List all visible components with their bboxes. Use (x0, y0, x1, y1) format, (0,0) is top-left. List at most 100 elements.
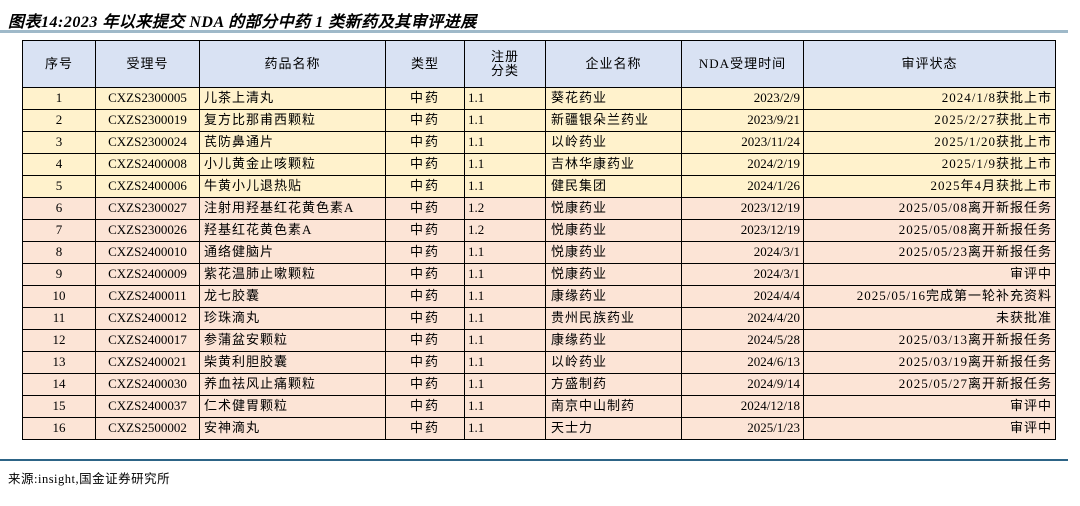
cell-reg: 1.1 (464, 87, 546, 110)
cell-seq: 15 (22, 395, 96, 418)
cell-status: 2024/1/8获批上市 (803, 87, 1056, 110)
cell-date: 2023/12/19 (681, 219, 804, 242)
cell-reg: 1.1 (464, 109, 546, 132)
cell-status: 2025/03/13离开新报任务 (803, 329, 1056, 352)
cell-code: CXZS2300019 (95, 109, 200, 132)
cell-seq: 6 (22, 197, 96, 220)
cell-type: 中药 (385, 197, 465, 220)
cell-reg: 1.1 (464, 285, 546, 308)
page-title: 图表14:2023 年以来提交 NDA 的部分中药 1 类新药及其审评进展 (8, 14, 477, 31)
table-row: 13 CXZS2400021 柴黄利胆胶囊 中药 1.1 以岭药业 2024/6… (22, 351, 1056, 374)
cell-seq: 12 (22, 329, 96, 352)
cell-name: 龙七胶囊 (199, 285, 386, 308)
col-header-name: 药品名称 (199, 40, 386, 88)
cell-seq: 4 (22, 153, 96, 176)
col-header-type: 类型 (385, 40, 465, 88)
cell-reg: 1.2 (464, 219, 546, 242)
table-row: 11 CXZS2400012 珍珠滴丸 中药 1.1 贵州民族药业 2024/4… (22, 307, 1056, 330)
table-row: 16 CXZS2500002 安神滴丸 中药 1.1 天士力 2025/1/23… (22, 417, 1056, 440)
col-header-code: 受理号 (95, 40, 200, 88)
cell-status: 审评中 (803, 263, 1056, 286)
cell-seq: 8 (22, 241, 96, 264)
cell-status: 2025/1/9获批上市 (803, 153, 1056, 176)
cell-reg: 1.1 (464, 307, 546, 330)
cell-status: 2025/05/27离开新报任务 (803, 373, 1056, 396)
cell-date: 2024/5/28 (681, 329, 804, 352)
cell-status: 2025/05/16完成第一轮补充资料 (803, 285, 1056, 308)
cell-reg: 1.1 (464, 131, 546, 154)
col-header-reg: 注册 分类 (464, 40, 546, 88)
cell-company: 健民集团 (545, 175, 682, 198)
cell-status: 审评中 (803, 417, 1056, 440)
cell-name: 羟基红花黄色素A (199, 219, 386, 242)
cell-name: 牛黄小儿退热贴 (199, 175, 386, 198)
cell-code: CXZS2400009 (95, 263, 200, 286)
cell-date: 2024/12/18 (681, 395, 804, 418)
cell-name: 安神滴丸 (199, 417, 386, 440)
cell-code: CXZS2300024 (95, 131, 200, 154)
cell-reg: 1.2 (464, 197, 546, 220)
table-row: 1 CXZS2300005 儿茶上清丸 中药 1.1 葵花药业 2023/2/9… (22, 87, 1056, 110)
cell-type: 中药 (385, 131, 465, 154)
cell-company: 新疆银朵兰药业 (545, 109, 682, 132)
cell-code: CXZS2400008 (95, 153, 200, 176)
cell-type: 中药 (385, 395, 465, 418)
cell-type: 中药 (385, 153, 465, 176)
table-row: 6 CXZS2300027 注射用羟基红花黄色素A 中药 1.2 悦康药业 20… (22, 197, 1056, 220)
table-row: 4 CXZS2400008 小儿黄金止咳颗粒 中药 1.1 吉林华康药业 202… (22, 153, 1056, 176)
cell-seq: 11 (22, 307, 96, 330)
cell-seq: 3 (22, 131, 96, 154)
cell-type: 中药 (385, 417, 465, 440)
cell-name: 珍珠滴丸 (199, 307, 386, 330)
cell-type: 中药 (385, 351, 465, 374)
cell-code: CXZS2500002 (95, 417, 200, 440)
cell-type: 中药 (385, 219, 465, 242)
table-row: 5 CXZS2400006 牛黄小儿退热贴 中药 1.1 健民集团 2024/1… (22, 175, 1056, 198)
footer-divider-rule (0, 459, 1068, 461)
cell-code: CXZS2300026 (95, 219, 200, 242)
cell-reg: 1.1 (464, 241, 546, 264)
cell-name: 复方比那甫西颗粒 (199, 109, 386, 132)
cell-type: 中药 (385, 87, 465, 110)
cell-seq: 10 (22, 285, 96, 308)
cell-type: 中药 (385, 263, 465, 286)
cell-code: CXZS2400037 (95, 395, 200, 418)
table-row: 9 CXZS2400009 紫花温肺止嗽颗粒 中药 1.1 悦康药业 2024/… (22, 263, 1056, 286)
cell-date: 2024/3/1 (681, 241, 804, 264)
cell-status: 2025/05/08离开新报任务 (803, 219, 1056, 242)
cell-seq: 16 (22, 417, 96, 440)
table-row: 12 CXZS2400017 参蒲盆安颗粒 中药 1.1 康缘药业 2024/5… (22, 329, 1056, 352)
cell-company: 悦康药业 (545, 219, 682, 242)
col-header-company: 企业名称 (545, 40, 682, 88)
cell-company: 南京中山制药 (545, 395, 682, 418)
cell-type: 中药 (385, 373, 465, 396)
cell-seq: 14 (22, 373, 96, 396)
cell-company: 悦康药业 (545, 241, 682, 264)
table-row: 2 CXZS2300019 复方比那甫西颗粒 中药 1.1 新疆银朵兰药业 20… (22, 109, 1056, 132)
cell-company: 康缘药业 (545, 285, 682, 308)
cell-company: 方盛制药 (545, 373, 682, 396)
cell-company: 康缘药业 (545, 329, 682, 352)
cell-company: 以岭药业 (545, 351, 682, 374)
col-header-seq: 序号 (22, 40, 96, 88)
cell-company: 葵花药业 (545, 87, 682, 110)
table-row: 10 CXZS2400011 龙七胶囊 中药 1.1 康缘药业 2024/4/4… (22, 285, 1056, 308)
cell-code: CXZS2400006 (95, 175, 200, 198)
cell-type: 中药 (385, 307, 465, 330)
cell-name: 仁术健胃颗粒 (199, 395, 386, 418)
cell-company: 贵州民族药业 (545, 307, 682, 330)
table-row: 7 CXZS2300026 羟基红花黄色素A 中药 1.2 悦康药业 2023/… (22, 219, 1056, 242)
cell-date: 2024/4/4 (681, 285, 804, 308)
cell-status: 2025/05/23离开新报任务 (803, 241, 1056, 264)
table-row: 14 CXZS2400030 养血祛风止痛颗粒 中药 1.1 方盛制药 2024… (22, 373, 1056, 396)
table-header-row: 序号 受理号 药品名称 类型 注册 分类 企业名称 NDA受理时间 审评状态 (22, 40, 1056, 88)
cell-seq: 1 (22, 87, 96, 110)
cell-status: 2025/03/19离开新报任务 (803, 351, 1056, 374)
cell-date: 2025/1/23 (681, 417, 804, 440)
cell-name: 小儿黄金止咳颗粒 (199, 153, 386, 176)
cell-reg: 1.1 (464, 351, 546, 374)
cell-type: 中药 (385, 285, 465, 308)
cell-type: 中药 (385, 109, 465, 132)
cell-date: 2023/2/9 (681, 87, 804, 110)
table-row: 15 CXZS2400037 仁术健胃颗粒 中药 1.1 南京中山制药 2024… (22, 395, 1056, 418)
